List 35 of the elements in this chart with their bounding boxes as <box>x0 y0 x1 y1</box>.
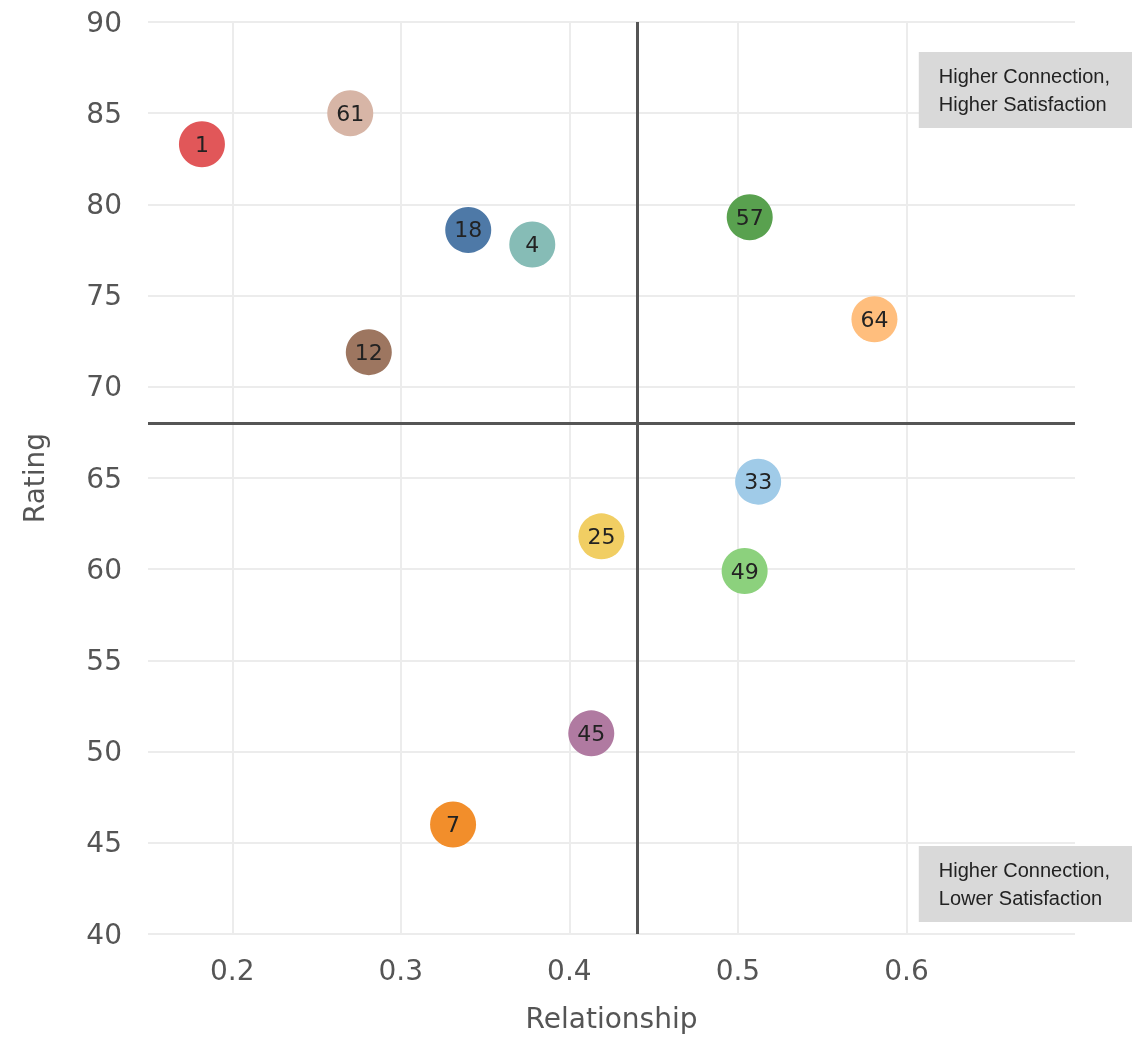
series-label: 7 <box>446 812 461 838</box>
x-tick-label: 0.6 <box>884 953 929 987</box>
y-tick-label: 80 <box>86 187 122 221</box>
y-tick-label: 75 <box>86 279 122 313</box>
y-axis-title: Rating <box>17 432 51 524</box>
y-tick-label: 60 <box>86 552 122 586</box>
y-tick-label: 70 <box>86 370 122 404</box>
x-tick-label: 0.3 <box>378 953 424 987</box>
series-label: 61 <box>336 100 365 126</box>
y-tick-label: 85 <box>86 96 122 130</box>
y-tick-label: 45 <box>86 826 122 860</box>
series-label: 64 <box>860 306 889 332</box>
y-tick-label: 65 <box>86 461 122 495</box>
point <box>178 121 225 168</box>
y-tick-label: 90 <box>86 5 122 39</box>
x-tick-label: 0.5 <box>715 953 761 987</box>
series-label: 25 <box>587 523 616 549</box>
y-tick-label: 50 <box>86 735 122 769</box>
series-label: 12 <box>354 339 383 365</box>
series-label: 4 <box>525 232 540 258</box>
point <box>509 221 556 268</box>
annotation: Higher Connection, Higher Satisfaction <box>938 65 1111 115</box>
series-label: 18 <box>454 217 483 243</box>
x-axis-title: Relationship <box>525 1001 698 1035</box>
series-label: 57 <box>735 204 764 230</box>
series-label: 45 <box>577 720 606 746</box>
y-tick-label: 55 <box>86 643 122 677</box>
series-label: 1 <box>194 131 209 157</box>
annotation: Higher Connection, Lower Satisfaction <box>938 859 1111 909</box>
point <box>430 801 477 848</box>
series-label: 49 <box>730 558 759 584</box>
series-label: 33 <box>744 469 773 495</box>
x-tick-label: 0.4 <box>547 953 592 987</box>
y-tick-label: 40 <box>86 917 122 951</box>
x-tick-label: 0.2 <box>210 953 255 987</box>
